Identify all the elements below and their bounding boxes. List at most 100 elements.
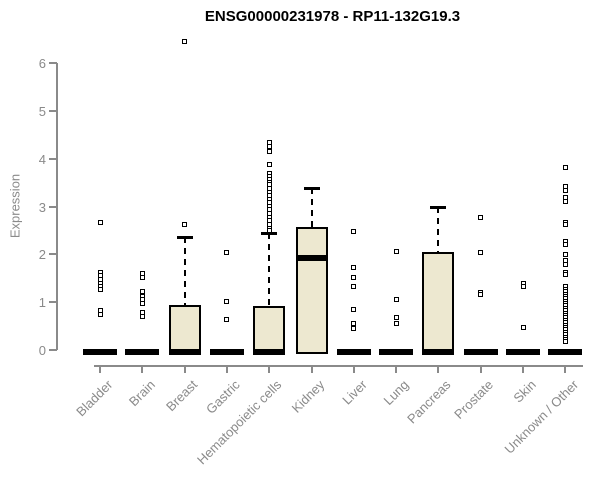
x-category-label: Unknown / Other (501, 377, 581, 457)
outlier-point (520, 283, 526, 289)
outlier-point (266, 149, 272, 154)
y-tick-label: 5 (38, 103, 46, 119)
x-category-label: Bladder (73, 377, 116, 420)
x-category-label: Pancreas (404, 377, 455, 427)
whisker (437, 206, 440, 252)
y-tick-label: 4 (38, 151, 46, 167)
outlier-point (562, 199, 568, 205)
outlier-point (520, 324, 526, 330)
whisker (268, 232, 271, 306)
outlier-point (562, 257, 568, 263)
outlier-point (182, 39, 188, 45)
outlier-point (562, 252, 568, 258)
outlier-point (562, 165, 568, 171)
boxplot-box (253, 305, 286, 354)
x-axis-tick (268, 367, 271, 373)
x-category-label: Liver (338, 377, 370, 408)
zero-median-bar (125, 349, 160, 355)
outlier-point (266, 144, 272, 150)
outlier-point (478, 250, 484, 256)
x-axis-tick (310, 367, 313, 373)
x-category-label: Gastric (202, 377, 243, 417)
outlier-point (139, 314, 145, 320)
x-axis-tick (437, 367, 440, 373)
x-axis-tick (564, 367, 567, 373)
outlier-point (393, 321, 399, 327)
outlier-point (351, 283, 357, 289)
x-axis-tick (183, 367, 186, 373)
x-category-label: Lung (380, 377, 412, 409)
x-axis-tick (479, 367, 482, 373)
x-axis-tick (141, 367, 144, 373)
zero-median-bar (379, 349, 414, 355)
outlier-point (562, 242, 568, 248)
boxplot-box (168, 304, 201, 354)
y-axis-tick (49, 62, 57, 65)
outlier-point (266, 227, 272, 233)
whisker (183, 237, 186, 305)
outlier-point (266, 162, 272, 168)
zero-median-bar (548, 349, 583, 355)
y-axis-line (56, 63, 58, 350)
chart-title: ENSG00000231978 - RP11-132G19.3 (204, 8, 461, 25)
outlier-point (393, 314, 399, 320)
outlier-point (562, 262, 568, 268)
x-axis-line (94, 365, 583, 367)
outlier-point (478, 292, 484, 298)
outlier-point (97, 311, 103, 317)
outlier-point (351, 306, 357, 312)
outlier-point (224, 249, 230, 255)
zero-median-bar (336, 349, 371, 355)
whisker-cap (176, 236, 193, 240)
outlier-point (139, 301, 145, 307)
outlier-point (393, 296, 399, 302)
median-line (295, 254, 328, 261)
outlier-point (351, 229, 357, 235)
x-axis-tick (395, 367, 398, 373)
y-axis-tick (49, 349, 57, 351)
y-tick-label: 1 (38, 295, 46, 311)
x-category-label: Kidney (288, 377, 328, 416)
zero-median-bar (506, 349, 540, 355)
x-axis-tick (99, 367, 101, 373)
outlier-point (224, 298, 230, 304)
outlier-point (182, 221, 188, 227)
x-category-label: Prostate (451, 377, 497, 422)
outlier-point (97, 287, 103, 293)
zero-median-bar (463, 349, 498, 355)
median-line (422, 349, 455, 355)
outlier-point (562, 272, 568, 278)
y-tick-label: 2 (38, 247, 46, 263)
y-tick-label: 0 (38, 343, 46, 358)
median-line (168, 349, 201, 355)
y-axis-tick (49, 109, 57, 112)
y-axis-tick (49, 301, 57, 304)
outlier-point (351, 274, 357, 280)
outlier-point (351, 325, 357, 331)
x-axis-tick (352, 367, 355, 373)
outlier-point (224, 317, 230, 323)
x-axis-tick (225, 367, 228, 373)
whisker-cap (303, 186, 320, 190)
outlier-point (562, 339, 568, 345)
x-category-label: Skin (510, 377, 539, 406)
y-tick-label: 3 (38, 199, 46, 215)
y-tick-label: 6 (38, 56, 46, 72)
outlier-point (97, 219, 103, 225)
outlier-point (139, 289, 145, 295)
outlier-point (351, 264, 357, 270)
y-axis-tick (49, 253, 57, 256)
boxplot-box (422, 251, 455, 354)
whisker (310, 187, 313, 228)
median-line (253, 349, 286, 355)
whisker-cap (261, 231, 278, 235)
y-axis-tick (49, 205, 57, 208)
outlier-point (478, 215, 484, 221)
outlier-point (139, 274, 145, 280)
zero-median-bar (209, 349, 244, 355)
x-axis-tick (522, 367, 524, 373)
boxplot-box (295, 227, 328, 354)
outlier-point (562, 222, 568, 228)
y-axis-tick (49, 157, 57, 160)
x-category-label: Breast (163, 377, 201, 415)
